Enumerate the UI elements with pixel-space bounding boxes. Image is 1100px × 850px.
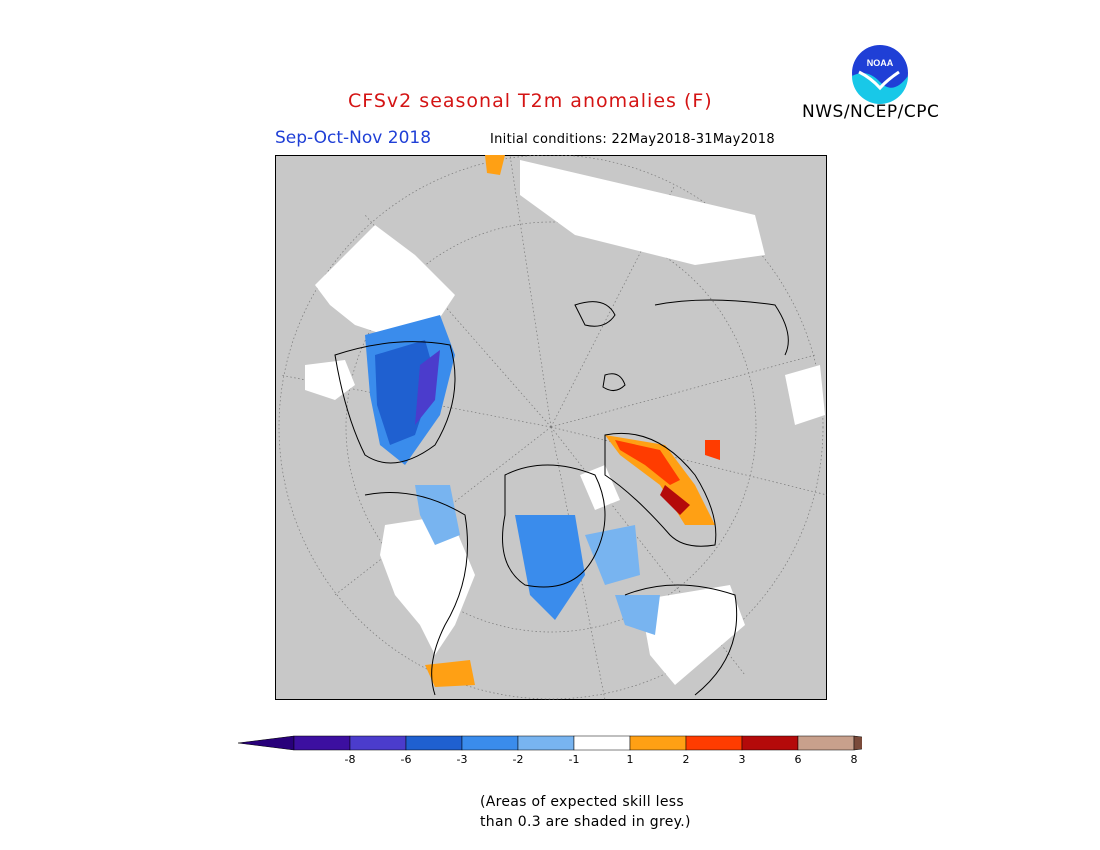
colorbar-bin-3 bbox=[461, 735, 519, 751]
colorbar-bin-6 bbox=[629, 735, 687, 751]
colorbar-bin-7 bbox=[685, 735, 743, 751]
noaa-logo: NOAA bbox=[850, 43, 910, 104]
colorbar-high-arrow bbox=[853, 735, 862, 751]
colorbar-bin-1 bbox=[349, 735, 407, 751]
colorbar-bin-9 bbox=[797, 735, 855, 751]
footnote-line-2: than 0.3 are shaded in grey.) bbox=[480, 814, 691, 830]
colorbar-tick-label: 3 bbox=[738, 753, 746, 766]
colorbar-bin-4 bbox=[517, 735, 575, 751]
warm-anomalies bbox=[425, 155, 720, 687]
colorbar-tick-label: -8 bbox=[344, 753, 356, 766]
colorbar-tick-label: 2 bbox=[682, 753, 690, 766]
colorbar-bin-2 bbox=[405, 735, 463, 751]
colorbar-bin-8 bbox=[741, 735, 799, 751]
colorbar-tick-label: 1 bbox=[626, 753, 634, 766]
season-label: Sep-Oct-Nov 2018 bbox=[275, 128, 432, 148]
colorbar-tick-label: -6 bbox=[400, 753, 412, 766]
colorbar-tick-label: -2 bbox=[512, 753, 524, 766]
footnote-line-1: (Areas of expected skill less bbox=[480, 794, 684, 810]
map-title: CFSv2 seasonal T2m anomalies (F) bbox=[348, 90, 713, 112]
logo-text: NOAA bbox=[867, 58, 894, 68]
colorbar-low-arrow bbox=[238, 735, 295, 751]
colorbar-tick-label: -3 bbox=[456, 753, 468, 766]
footnote: (Areas of expected skill less than 0.3 a… bbox=[480, 792, 691, 832]
colorbar-tick-label: 8 bbox=[850, 753, 858, 766]
cold-anomalies bbox=[365, 315, 660, 635]
colorbar-tick-label: 6 bbox=[794, 753, 802, 766]
coastlines bbox=[334, 299, 789, 696]
polar-map bbox=[275, 155, 827, 700]
initial-conditions-label: Initial conditions: 22May2018-31May2018 bbox=[490, 132, 775, 147]
colorbar-bin-0 bbox=[293, 735, 351, 751]
colorbar-tick-label: -1 bbox=[568, 753, 580, 766]
colorbar-bin-5 bbox=[573, 735, 631, 751]
colorbar bbox=[238, 735, 862, 751]
organization-label: NWS/NCEP/CPC bbox=[802, 102, 940, 122]
